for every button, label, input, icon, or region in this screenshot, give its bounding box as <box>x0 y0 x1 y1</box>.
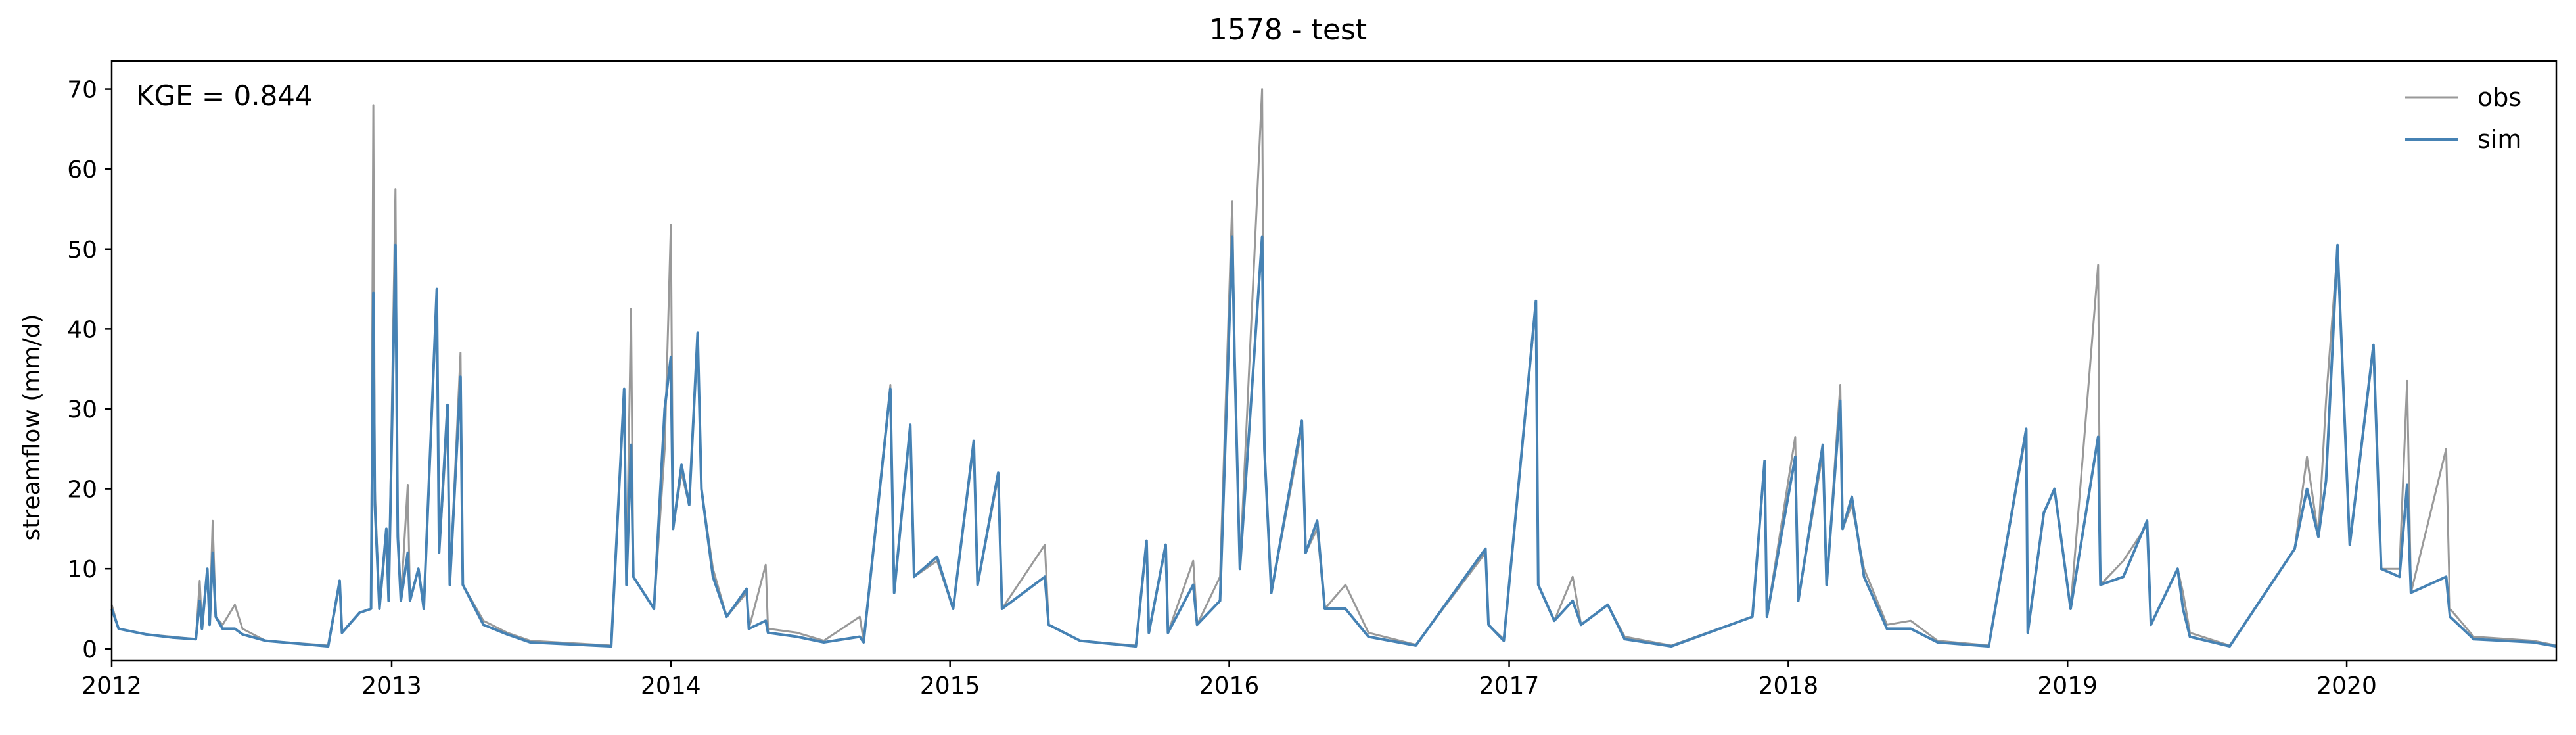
y-tick-label: 50 <box>67 237 97 264</box>
y-tick-label: 0 <box>82 636 97 663</box>
legend-label-sim: sim <box>2477 125 2521 154</box>
y-tick-label: 20 <box>67 477 97 504</box>
series-line-sim <box>110 235 2557 648</box>
x-tick-label: 2017 <box>1479 673 1540 699</box>
y-axis-label: streamflow (mm/d) <box>18 314 45 541</box>
y-tick-label: 30 <box>67 396 97 423</box>
x-tick-label: 2019 <box>2037 673 2098 699</box>
plot-frame <box>110 60 2558 662</box>
y-axis: 0 10 20 30 40 50 60 70 <box>67 77 112 663</box>
legend-label-obs: obs <box>2477 83 2521 112</box>
y-tick-label: 10 <box>67 556 97 583</box>
y-tick-label: 40 <box>67 316 97 343</box>
chart-title: 1578 - test <box>1209 13 1367 47</box>
x-tick-label: 2013 <box>361 673 422 699</box>
x-tick-label: 2012 <box>81 673 142 699</box>
kge-annotation: KGE = 0.844 <box>136 80 313 112</box>
x-tick-label: 2016 <box>1199 673 1260 699</box>
legend: obs sim <box>2405 83 2521 154</box>
x-tick-label: 2015 <box>920 673 980 699</box>
y-tick-label: 70 <box>67 77 97 104</box>
x-tick-label: 2020 <box>2316 673 2377 699</box>
x-tick-label: 2018 <box>1759 673 1819 699</box>
x-axis: 2012 2013 2014 2015 2016 2017 2018 2019 2020 <box>81 661 2377 699</box>
plot-lines <box>110 88 2557 648</box>
x-tick-label: 2014 <box>641 673 701 699</box>
y-tick-label: 60 <box>67 156 97 183</box>
